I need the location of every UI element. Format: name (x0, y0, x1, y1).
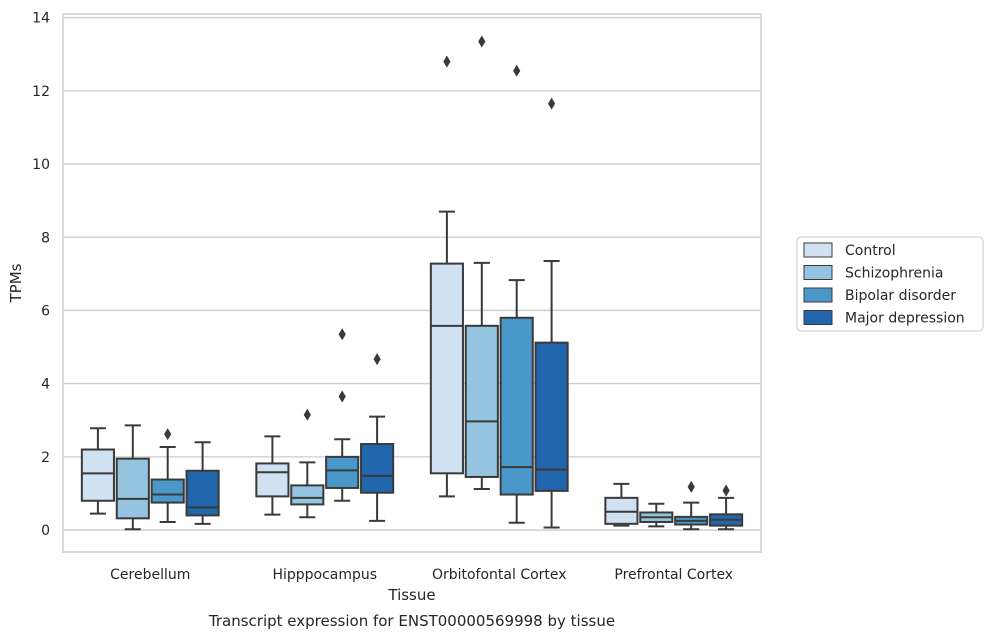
x-tick-label: Prefrontal Cortex (614, 567, 733, 583)
box-iqr (80, 448, 115, 502)
box-schizophrenia (115, 424, 150, 531)
box-iqr (290, 484, 325, 506)
legend-label: Bipolar disorder (845, 288, 956, 304)
outlier-point (338, 390, 346, 403)
box-control (604, 482, 639, 527)
outlier-point (443, 55, 451, 68)
y-tick-label: 12 (32, 84, 50, 100)
box-iqr (255, 462, 290, 498)
legend-label: Schizophrenia (845, 266, 943, 282)
y-tick-labels: 0 2 4 6 8 10 12 14 (32, 11, 50, 539)
box-control (80, 427, 115, 515)
legend-label: Control (845, 243, 896, 259)
box-control (255, 435, 290, 516)
box-major-depression (534, 97, 569, 529)
box-iqr (429, 262, 464, 475)
outlier-point (478, 35, 486, 48)
box-iqr (464, 324, 499, 478)
legend-swatch (803, 242, 833, 258)
box-major-depression (185, 441, 220, 525)
box-major-depression (709, 484, 744, 531)
y-tick-label: 8 (41, 230, 50, 246)
y-tick-label: 10 (32, 157, 50, 173)
y-tick-label: 2 (41, 450, 50, 466)
outlier-point (303, 408, 311, 421)
box-iqr (534, 341, 569, 492)
chart-caption: Transcript expression for ENST0000056999… (208, 612, 615, 630)
box-iqr (185, 469, 220, 517)
x-tick-labels: Cerebellum Hipppocampus Orbitofontal Corte… (110, 567, 733, 583)
y-tick-label: 0 (41, 523, 50, 539)
box-control (429, 55, 464, 498)
box-bipolar-disorder (674, 480, 709, 531)
x-tick-label: Cerebellum (110, 567, 190, 583)
x-axis-label: Tissue (387, 586, 435, 604)
y-tick-label: 14 (32, 11, 50, 27)
legend: Control Schizophrenia Bipolar disorder Majo… (796, 236, 984, 332)
outlier-point (722, 484, 730, 497)
box-iqr (325, 455, 360, 489)
box-iqr (150, 478, 185, 504)
legend-swatch (803, 310, 833, 325)
box-schizophrenia (639, 502, 674, 528)
box-bipolar-disorder (325, 328, 360, 502)
y-tick-label: 6 (41, 303, 50, 319)
outlier-point (338, 328, 346, 341)
outlier-point (373, 353, 381, 366)
outlier-point (548, 97, 556, 110)
x-tick-label: Orbitofontal Cortex (432, 567, 567, 583)
legend-swatch (803, 287, 833, 303)
y-axis-label: TPMs (7, 263, 25, 303)
legend-label: Major depression (845, 311, 965, 327)
gridlines (63, 17, 761, 531)
y-tick-label: 4 (41, 377, 50, 393)
box-schizophrenia (290, 408, 325, 519)
box-iqr (499, 316, 534, 496)
x-tick-label: Hipppocampus (272, 567, 377, 583)
box-iqr (115, 457, 150, 520)
box-major-depression (360, 353, 395, 522)
legend-frame (796, 236, 984, 332)
outlier-point (687, 480, 695, 493)
box-schizophrenia (464, 35, 499, 491)
box-bipolar-disorder (499, 64, 534, 524)
plot-background (63, 14, 761, 552)
legend-swatch (803, 265, 833, 280)
box-groups (80, 35, 744, 531)
box-bipolar-disorder (150, 428, 185, 523)
outlier-point (513, 64, 521, 77)
box-iqr (360, 443, 395, 494)
plot-frame (62, 13, 762, 553)
outlier-point (164, 428, 172, 441)
